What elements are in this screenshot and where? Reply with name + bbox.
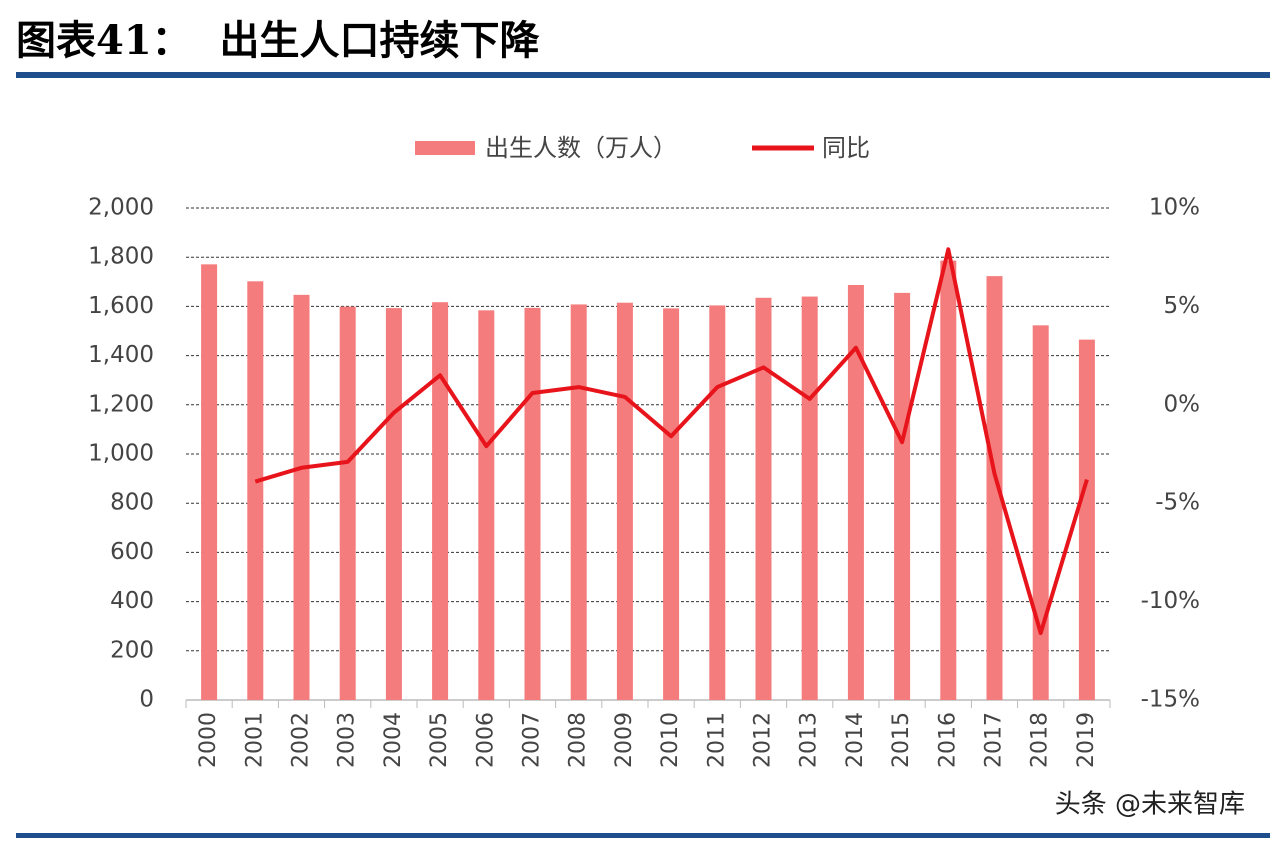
x-tick-label: 2008 — [566, 712, 591, 768]
bar — [1078, 339, 1095, 700]
watermark: 头条 @未来智库 — [1055, 790, 1245, 820]
y-tick-label: 1,800 — [88, 244, 154, 270]
y-tick-label: 800 — [110, 490, 154, 516]
x-tick-label: 2009 — [612, 712, 637, 768]
bar — [385, 308, 402, 700]
x-tick-label: 2015 — [889, 712, 914, 768]
y-tick-label: 600 — [110, 539, 154, 565]
y2-tick-label: 10% — [1149, 195, 1200, 221]
x-tick-label: 2019 — [1074, 712, 1099, 768]
y-tick-label: 0 — [139, 687, 154, 713]
legend-label: 同比 — [822, 134, 870, 162]
y-tick-label: 1,000 — [88, 441, 154, 467]
bar — [432, 302, 449, 700]
x-tick-label: 2012 — [751, 712, 776, 768]
x-tick-label: 2005 — [427, 712, 452, 768]
y-tick-label: 1,400 — [88, 342, 154, 368]
x-tick-label: 2010 — [658, 712, 683, 768]
page-title: 图表41： 出生人口持续下降 — [16, 17, 540, 64]
y-tick-label: 1,600 — [88, 293, 154, 319]
bar — [894, 292, 911, 700]
x-tick-label: 2013 — [797, 712, 822, 768]
bar — [663, 308, 680, 700]
bar — [801, 296, 818, 700]
y2-tick-label: -5% — [1155, 490, 1200, 516]
bar — [570, 304, 587, 700]
legend-swatch — [415, 141, 475, 155]
line — [254, 247, 1089, 636]
bar — [478, 310, 495, 700]
x-tick-label: 2007 — [520, 712, 545, 768]
x-tick-label: 2016 — [935, 712, 960, 768]
x-tick-label: 2004 — [381, 712, 406, 768]
bar — [524, 307, 541, 700]
y2-tick-label: -10% — [1141, 588, 1200, 614]
bar — [1032, 325, 1049, 700]
x-tick-label: 2014 — [843, 712, 868, 768]
bar — [986, 276, 1003, 700]
bar — [755, 297, 772, 700]
top-rule — [16, 72, 1270, 78]
x-tick-label: 2001 — [242, 712, 267, 768]
x-tick-label: 2018 — [1028, 712, 1053, 768]
bar — [847, 284, 864, 700]
y-tick-label: 200 — [110, 637, 154, 663]
bar — [339, 306, 356, 700]
y-tick-label: 2,000 — [88, 195, 154, 221]
y2-tick-label: 5% — [1164, 293, 1201, 319]
x-tick-label: 2006 — [473, 712, 498, 768]
legend-label: 出生人数（万人） — [485, 134, 677, 162]
y2-tick-label: -15% — [1141, 687, 1200, 713]
bar — [247, 281, 264, 700]
x-tick-label: 2003 — [335, 712, 360, 768]
bar — [201, 264, 218, 700]
y2-tick-label: 0% — [1164, 391, 1201, 417]
bottom-rule — [16, 833, 1270, 838]
bar — [616, 302, 633, 700]
x-tick-label: 2011 — [704, 712, 729, 768]
x-tick-label: 2000 — [196, 712, 221, 768]
x-tick-label: 2017 — [982, 712, 1007, 768]
y-tick-label: 400 — [110, 588, 154, 614]
y-tick-label: 1,200 — [88, 391, 154, 417]
bar — [293, 294, 310, 700]
bar — [709, 305, 726, 700]
x-tick-label: 2002 — [289, 712, 314, 768]
bar — [940, 260, 957, 700]
